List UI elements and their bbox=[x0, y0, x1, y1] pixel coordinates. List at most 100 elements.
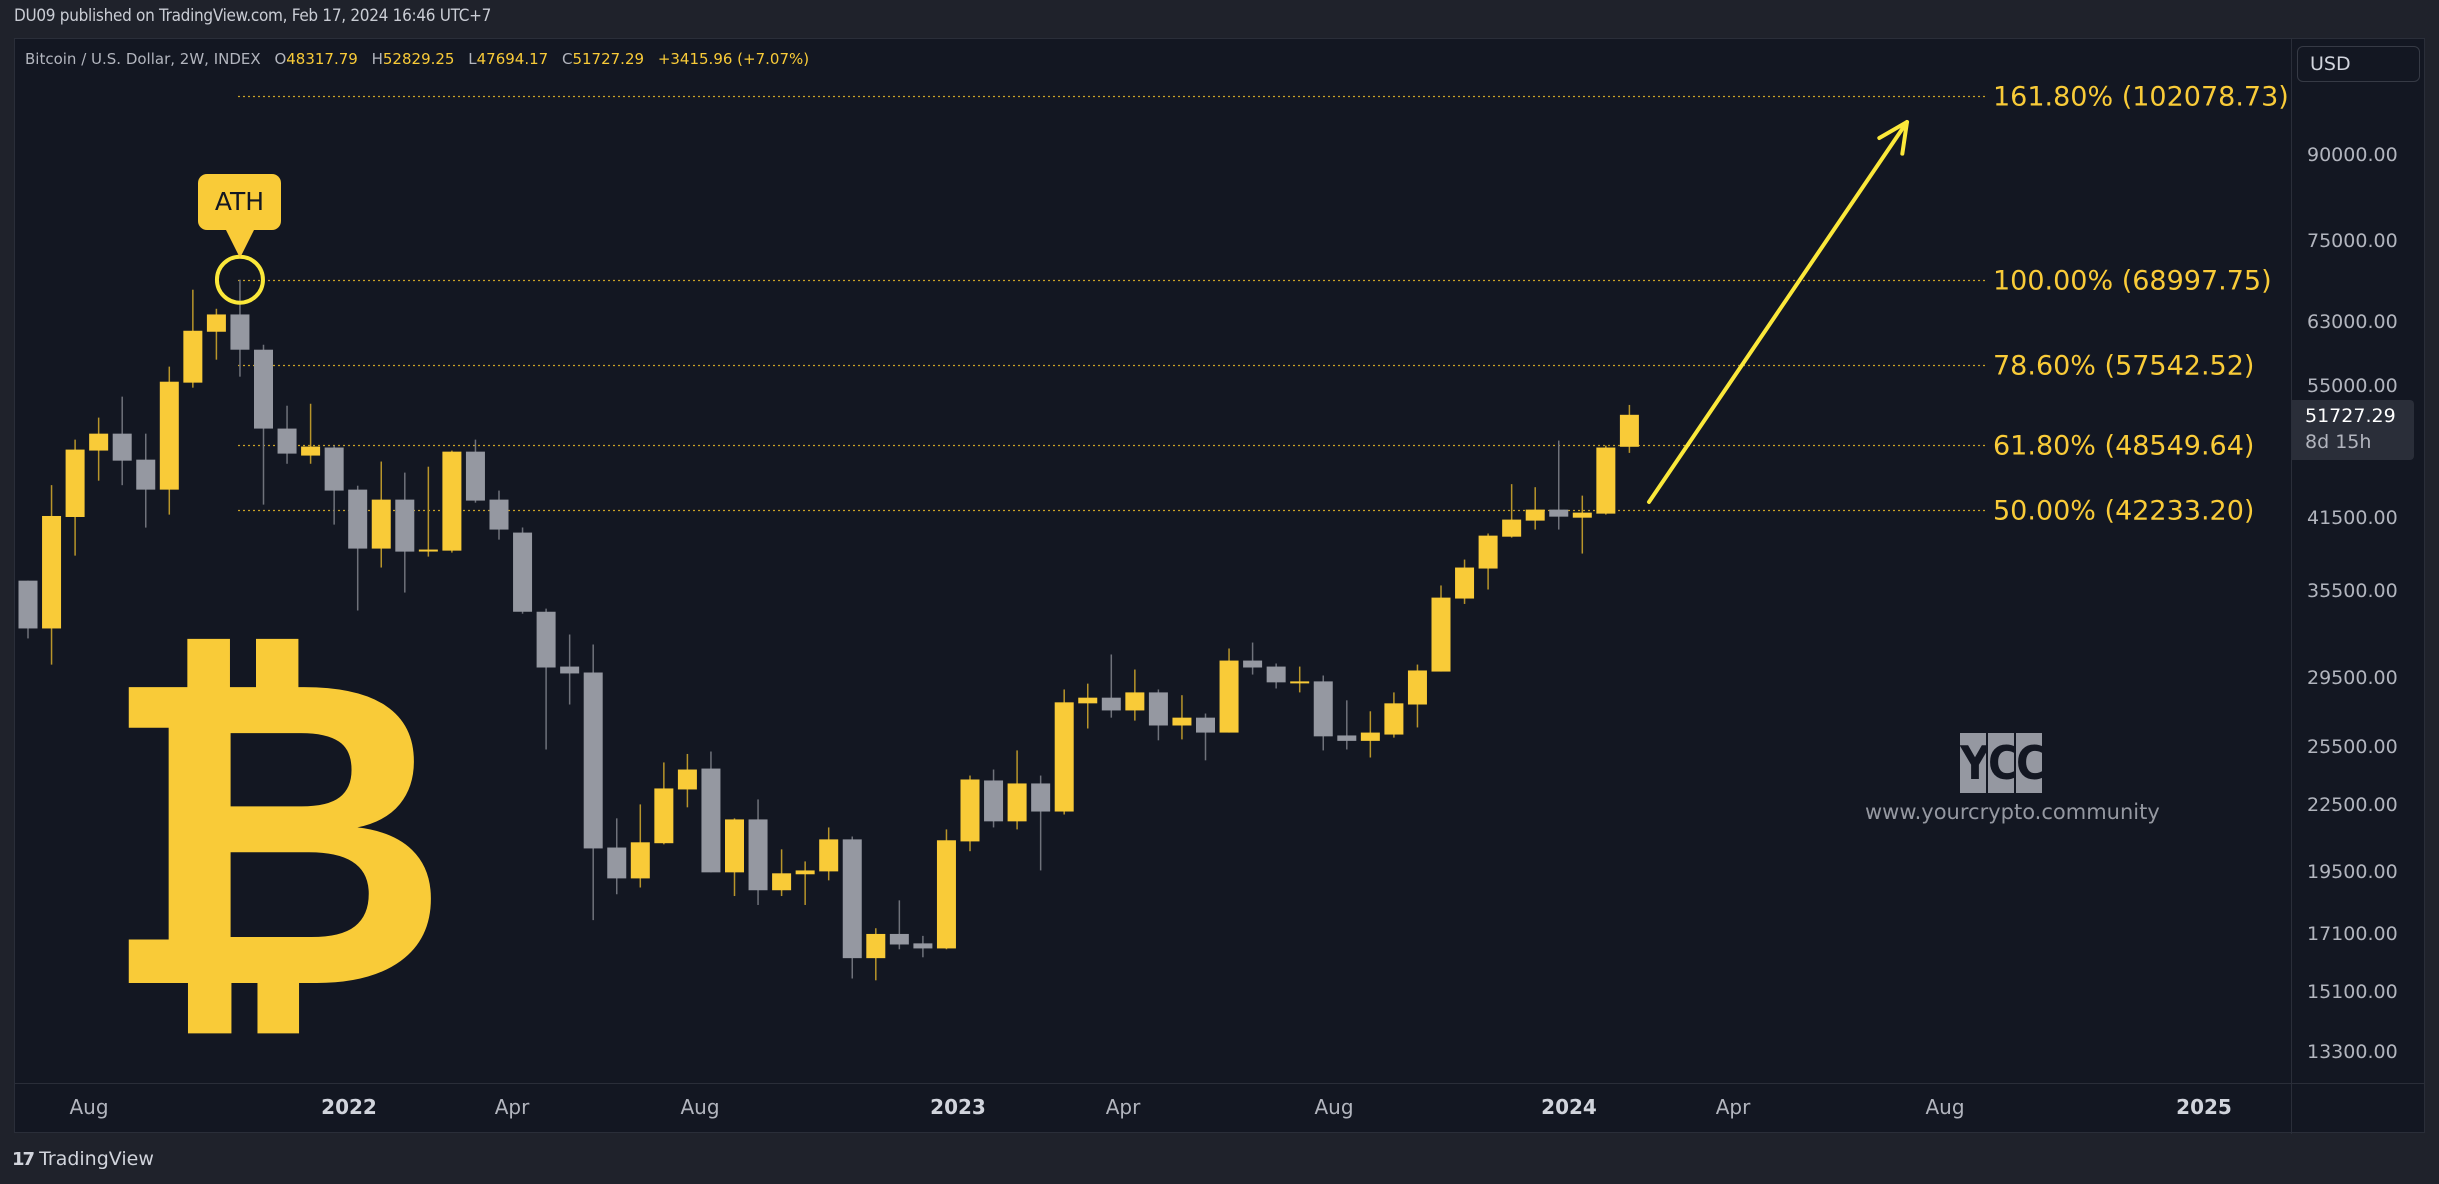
candle bbox=[654, 788, 674, 844]
currency-button[interactable]: USD bbox=[2297, 46, 2420, 82]
price-tick-label: 15100.00 bbox=[2307, 981, 2398, 1004]
candle bbox=[348, 489, 368, 549]
candle bbox=[583, 672, 603, 849]
candle bbox=[748, 819, 768, 891]
close-value: 51727.29 bbox=[572, 50, 645, 68]
price-tick-label: 22500.00 bbox=[2307, 794, 2398, 817]
price-tick-label: 35500.00 bbox=[2307, 580, 2398, 603]
candle bbox=[112, 433, 132, 461]
candle bbox=[1360, 732, 1380, 741]
candle bbox=[1219, 660, 1239, 733]
candle bbox=[230, 314, 250, 350]
publish-info: DU09 published on TradingView.com, Feb 1… bbox=[14, 6, 492, 26]
fib-level-label: 61.80% (48549.64) bbox=[1993, 430, 2255, 461]
candle bbox=[1455, 567, 1475, 599]
candle bbox=[442, 451, 462, 551]
time-tick-label: Aug bbox=[1925, 1095, 1965, 1119]
ycc-watermark-logo: Y C C bbox=[1960, 733, 2046, 793]
candle bbox=[395, 499, 415, 552]
fib-level-label: 100.00% (68997.75) bbox=[1993, 265, 2272, 296]
tradingview-brand: TradingView bbox=[39, 1148, 154, 1170]
candle bbox=[1478, 535, 1498, 569]
candle bbox=[42, 515, 62, 629]
candle bbox=[1572, 512, 1592, 518]
candle bbox=[677, 769, 697, 790]
candle bbox=[1054, 702, 1074, 812]
price-tick-label: 29500.00 bbox=[2307, 667, 2398, 690]
chart-frame[interactable] bbox=[14, 38, 2425, 1133]
price-tick-label: 63000.00 bbox=[2307, 311, 2398, 334]
candle bbox=[984, 780, 1004, 822]
ohlc-legend: Bitcoin / U.S. Dollar, 2W, INDEX O48317.… bbox=[25, 50, 810, 68]
candle bbox=[1313, 681, 1333, 737]
candle bbox=[159, 381, 179, 490]
candle bbox=[701, 768, 721, 873]
candle bbox=[960, 779, 980, 842]
candle bbox=[913, 943, 933, 949]
candle bbox=[1196, 717, 1215, 733]
price-tick-label: 25500.00 bbox=[2307, 735, 2398, 758]
candle bbox=[866, 933, 886, 959]
candle bbox=[607, 847, 627, 879]
time-tick-label: 2022 bbox=[321, 1095, 377, 1119]
candle bbox=[513, 532, 533, 612]
candle bbox=[183, 330, 203, 383]
fib-level-label: 78.60% (57542.52) bbox=[1993, 350, 2255, 381]
time-tick-label: 2023 bbox=[930, 1095, 986, 1119]
candle bbox=[630, 842, 650, 879]
candle bbox=[819, 839, 839, 872]
price-axis[interactable] bbox=[2291, 38, 2425, 1083]
time-axis[interactable] bbox=[14, 1083, 2425, 1134]
time-tick-label: Aug bbox=[1314, 1095, 1354, 1119]
arrow-up-icon bbox=[1647, 120, 1909, 504]
price-tick-label: 17100.00 bbox=[2307, 922, 2398, 945]
tradingview-icon: 17 bbox=[12, 1148, 35, 1170]
time-tick-label: Apr bbox=[1105, 1095, 1141, 1119]
tradingview-logo[interactable]: 17 TradingView bbox=[12, 1148, 154, 1170]
price-tick-label: 19500.00 bbox=[2307, 861, 2398, 884]
fib-level-label: 161.80% (102078.73) bbox=[1993, 81, 2289, 112]
candle bbox=[254, 349, 273, 429]
candle bbox=[1337, 735, 1357, 741]
candle bbox=[1148, 692, 1168, 726]
price-tick-label: 13300.00 bbox=[2307, 1040, 2398, 1063]
candle bbox=[418, 549, 438, 552]
ath-label: ATH bbox=[198, 174, 281, 230]
candle bbox=[489, 499, 509, 530]
ath-pointer bbox=[226, 230, 254, 258]
candle bbox=[889, 933, 909, 945]
last-price-value: 51727.29 bbox=[2305, 405, 2396, 427]
candle bbox=[772, 873, 792, 891]
price-tick-label: 75000.00 bbox=[2307, 229, 2398, 252]
watermark-url: www.yourcrypto.community bbox=[1865, 800, 2160, 824]
price-tick-label: 55000.00 bbox=[2307, 375, 2398, 398]
candle bbox=[465, 451, 485, 501]
price-tick-label: 90000.00 bbox=[2307, 144, 2398, 167]
candle bbox=[560, 666, 580, 674]
bar-countdown: 8d 15h bbox=[2305, 431, 2372, 453]
candle bbox=[65, 449, 85, 517]
time-tick-label: Aug bbox=[680, 1095, 720, 1119]
candle bbox=[1101, 697, 1121, 711]
candle bbox=[136, 459, 156, 490]
candle bbox=[1290, 681, 1310, 684]
candle bbox=[1431, 597, 1451, 672]
time-tick-label: 2025 bbox=[2176, 1095, 2232, 1119]
time-tick-label: 2024 bbox=[1541, 1095, 1597, 1119]
candle bbox=[536, 611, 556, 668]
last-price-marker: 51727.29 8d 15h bbox=[2291, 400, 2414, 460]
candle bbox=[277, 428, 297, 454]
candle bbox=[1549, 509, 1569, 517]
bitcoin-icon: ₿ bbox=[100, 585, 451, 1085]
candle bbox=[1172, 717, 1192, 726]
fib-lines bbox=[238, 95, 1985, 512]
candle bbox=[725, 819, 744, 873]
candle bbox=[89, 433, 109, 451]
candle bbox=[1502, 519, 1522, 537]
candle bbox=[1125, 692, 1145, 711]
candle bbox=[371, 499, 391, 549]
time-tick-label: Aug bbox=[69, 1095, 109, 1119]
candle bbox=[1407, 670, 1427, 705]
candle bbox=[1266, 666, 1286, 683]
